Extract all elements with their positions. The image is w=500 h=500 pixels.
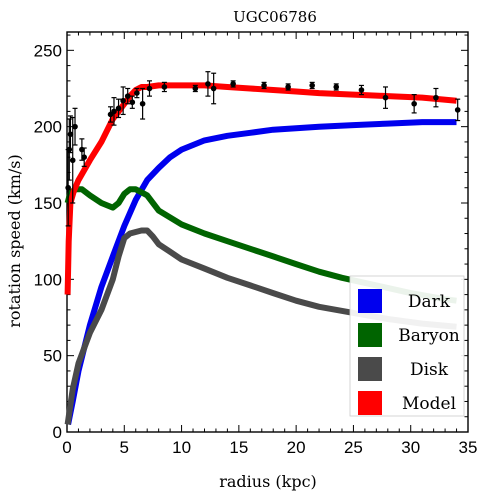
data-marker <box>230 81 236 87</box>
y-tick-label: 100 <box>34 270 62 289</box>
observed-point <box>69 116 76 204</box>
data-marker <box>129 99 136 106</box>
y-tick-label: 250 <box>34 41 62 60</box>
observed-point <box>161 81 168 93</box>
data-marker <box>146 85 153 92</box>
data-marker <box>333 84 340 90</box>
observed-point <box>115 98 122 119</box>
x-tick-label: 0 <box>62 438 71 457</box>
observed-point <box>139 87 146 120</box>
observed-point <box>107 106 114 123</box>
chart-title: UGC06786 <box>233 8 317 26</box>
x-tick-label: 15 <box>229 438 248 457</box>
data-marker <box>358 87 365 93</box>
series-line-dark <box>65 119 457 425</box>
series-line-disk <box>64 227 457 425</box>
observed-point <box>72 107 78 146</box>
series-line-model <box>64 82 457 295</box>
data-marker <box>115 105 122 112</box>
observed-point <box>261 81 267 90</box>
y-tick-label: 150 <box>34 194 62 213</box>
x-tick-label: 20 <box>287 438 306 457</box>
x-tick-label: 25 <box>344 438 363 457</box>
observed-point <box>382 86 389 109</box>
data-marker <box>72 123 78 130</box>
x-axis: 0 5 10 15 20 25 30 35 <box>62 32 477 457</box>
legend-swatch-model <box>358 391 382 415</box>
data-marker <box>67 131 74 138</box>
observed-point <box>433 87 439 108</box>
observed-point <box>146 80 153 97</box>
data-marker <box>134 90 140 96</box>
observed-point <box>210 72 217 105</box>
data-marker <box>139 100 146 107</box>
observed-point <box>111 97 117 126</box>
legend-swatch-dark <box>358 289 382 313</box>
data-marker <box>261 82 267 89</box>
observed-point <box>309 81 315 90</box>
legend-swatch-disk <box>358 357 382 381</box>
observed-point <box>285 83 291 91</box>
data-marker <box>120 97 126 104</box>
observed-point <box>411 93 417 114</box>
legend-label-baryon: Baryon <box>398 326 460 346</box>
data-marker <box>433 94 439 101</box>
data-marker <box>124 93 131 99</box>
observed-point <box>129 95 136 109</box>
data-marker <box>81 154 87 160</box>
data-marker <box>454 107 461 113</box>
legend: Dark Baryon Disk Model <box>349 275 465 417</box>
series-layer <box>64 82 457 425</box>
legend-swatch-baryon <box>358 323 382 347</box>
x-axis-label: radius (kpc) <box>219 472 317 491</box>
legend-label-dark: Dark <box>408 292 451 312</box>
legend-label-disk: Disk <box>410 360 449 380</box>
observed-point <box>192 84 199 93</box>
x-tick-label: 5 <box>120 438 129 457</box>
observed-point <box>333 83 340 91</box>
data-marker <box>65 184 71 191</box>
observed-point <box>120 86 126 116</box>
y-axis-label: rotation speed (km/s) <box>5 154 24 328</box>
observed-point <box>205 71 211 97</box>
data-marker <box>192 85 199 92</box>
data-marker <box>382 94 389 101</box>
y-tick-label: 50 <box>43 347 62 366</box>
data-marker <box>210 85 217 92</box>
x-tick-label: 10 <box>172 438 191 457</box>
data-marker <box>69 157 76 164</box>
legend-label-model: Model <box>402 394 456 414</box>
observed-point <box>81 147 87 167</box>
observed-point <box>230 80 236 88</box>
data-marker <box>285 84 291 90</box>
observed-point <box>454 98 461 122</box>
x-tick-label: 30 <box>401 438 420 457</box>
x-tick-label: 35 <box>459 438 478 457</box>
data-marker <box>66 146 73 153</box>
observed-point <box>67 115 74 154</box>
data-marker <box>411 100 417 107</box>
data-marker <box>111 108 117 115</box>
observed-point <box>124 87 131 105</box>
y-tick-label: 0 <box>53 423 62 442</box>
observed-point <box>134 87 140 99</box>
y-tick-label: 200 <box>34 118 62 137</box>
observed-point <box>358 84 365 96</box>
data-marker <box>205 81 211 87</box>
data-marker <box>309 82 315 89</box>
data-marker <box>161 84 168 90</box>
series-line-baryon <box>64 186 457 304</box>
observed-points <box>65 71 461 227</box>
